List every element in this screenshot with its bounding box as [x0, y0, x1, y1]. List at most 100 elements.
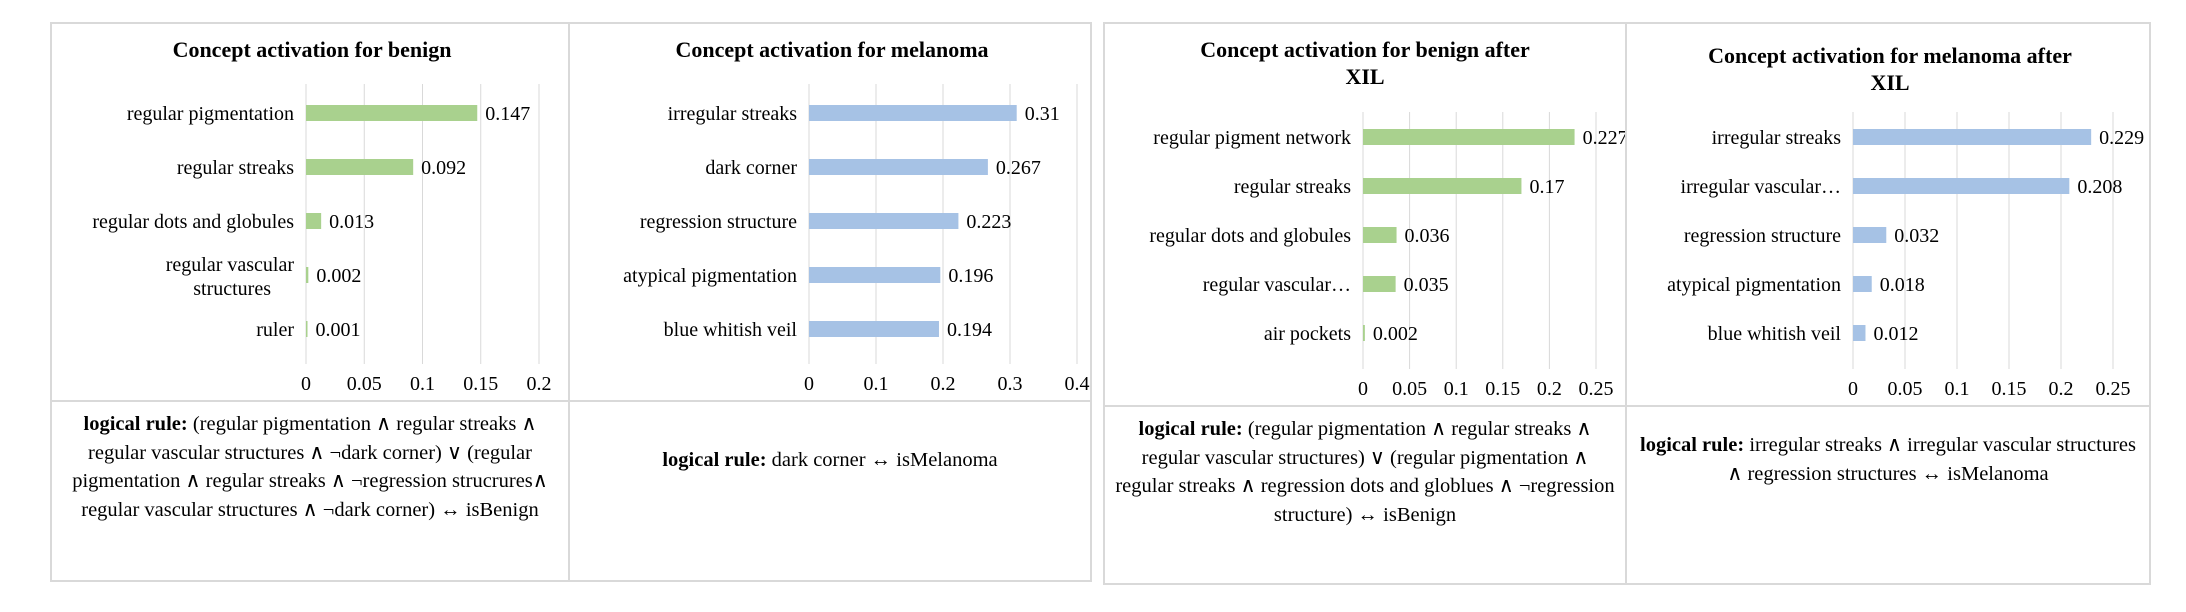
rule-expression: (regular pigmentation ∧ regular streaks …	[1115, 418, 1615, 526]
bar	[1853, 227, 1887, 243]
category-label: irregular vascular…	[1681, 176, 1841, 198]
chart-title-melanoma-after-xil: Concept activation for melanoma after XI…	[1708, 43, 2072, 95]
bar	[1363, 178, 1522, 194]
data-label: 0.002	[1373, 323, 1418, 345]
rule-expression: dark corner ↔ isMelanoma	[771, 449, 998, 471]
bar	[306, 321, 308, 337]
category-label: regular dots and globules	[1149, 225, 1351, 247]
data-label: 0.092	[421, 157, 466, 179]
x-tick-label: 0.15	[1485, 378, 1520, 400]
bar	[1853, 276, 1872, 292]
x-tick-label: 0.15	[1992, 378, 2027, 400]
x-tick-label: 0.1	[1945, 378, 1970, 400]
category-label: dark corner	[705, 157, 797, 179]
category-label: blue whitish veil	[1708, 323, 1842, 345]
data-label: 0.229	[2099, 127, 2144, 149]
bar	[1363, 325, 1365, 341]
bar	[1363, 276, 1396, 292]
x-tick-label: 0.15	[463, 373, 498, 395]
rule-label: logical rule:	[1138, 418, 1243, 440]
x-tick-label: 0.05	[1888, 378, 1923, 400]
data-label: 0.196	[948, 265, 993, 287]
bar	[1853, 129, 2092, 145]
bar-chart-benign: 0 0.05 0.1 0.15 0.2 regular pigmentation 0.147…	[92, 84, 552, 395]
x-tick-label: 0.05	[1392, 378, 1427, 400]
data-label: 0.032	[1894, 225, 1939, 247]
chart-title-benign: Concept activation for benign	[172, 37, 452, 62]
bar	[1853, 178, 2070, 194]
data-label: 0.227	[1583, 127, 1628, 149]
category-label: regular streaks	[1234, 176, 1351, 198]
x-tick-label: 0.1	[1444, 378, 1469, 400]
x-tick-label: 0.2	[931, 373, 956, 395]
bar-chart-melanoma-after-xil: 0 0.05 0.1 0.15 0.2 0.25 irregular streaks 0.22…	[1667, 112, 2144, 400]
x-tick-label: 0	[1358, 378, 1368, 400]
chart-panel-melanoma-after-xil: Concept activation for melanoma after XI…	[1625, 22, 2151, 407]
rule-panel-benign-after-xil: logical rule: (regular pigmentation ∧ re…	[1103, 405, 1627, 585]
bar	[306, 213, 322, 229]
category-label: regular streaks	[177, 157, 294, 179]
category-label: regular vascular structures	[166, 254, 295, 300]
rule-text-benign-after-xil: logical rule: (regular pigmentation ∧ re…	[1105, 415, 1625, 529]
data-label: 0.013	[329, 211, 374, 233]
bar	[809, 267, 941, 283]
bar	[809, 321, 939, 337]
bar	[809, 105, 1017, 121]
x-tick-label: 0.25	[2096, 378, 2131, 400]
rule-expression: irregular streaks ∧ irregular vascular s…	[1727, 434, 2136, 485]
data-label: 0.208	[2077, 176, 2122, 198]
data-label: 0.147	[485, 103, 530, 125]
category-label: regression structure	[1684, 225, 1841, 247]
chart-title-melanoma: Concept activation for melanoma	[675, 37, 989, 62]
chart-title-benign-after-xil: Concept activation for benign after XIL	[1200, 37, 1530, 89]
bar-chart-benign-after-xil: 0 0.05 0.1 0.15 0.2 0.25 regular pigment netwo…	[1149, 112, 1628, 400]
rule-label: logical rule:	[662, 449, 767, 471]
category-label: regular vascular…	[1203, 274, 1351, 296]
data-label: 0.17	[1529, 176, 1564, 198]
category-label: irregular streaks	[668, 103, 798, 125]
category-label: atypical pigmentation	[623, 265, 797, 287]
rule-text-melanoma: logical rule: dark corner ↔ isMelanoma	[570, 446, 1090, 475]
x-tick-label: 0.25	[1579, 378, 1614, 400]
x-tick-label: 0.2	[2049, 378, 2074, 400]
bar	[809, 159, 988, 175]
x-tick-label: 0	[1848, 378, 1858, 400]
x-tick-label: 0.1	[864, 373, 889, 395]
data-label: 0.001	[316, 319, 361, 341]
category-label: regular pigmentation	[127, 103, 294, 125]
rule-text-benign: logical rule: (regular pigmentation ∧ re…	[52, 410, 568, 524]
category-label: atypical pigmentation	[1667, 274, 1841, 296]
bar	[1853, 325, 1866, 341]
bar	[1363, 129, 1575, 145]
x-tick-label: 0	[804, 373, 814, 395]
bar	[306, 267, 309, 283]
x-tick-label: 0.3	[998, 373, 1023, 395]
chart-panel-benign-after-xil: Concept activation for benign after XIL …	[1103, 22, 1628, 407]
bar	[306, 159, 414, 175]
data-label: 0.267	[996, 157, 1041, 179]
x-tick-label: 0.4	[1065, 373, 1090, 395]
bar	[809, 213, 959, 229]
rule-expression: (regular pigmentation ∧ regular streaks …	[72, 413, 548, 521]
bar	[1363, 227, 1397, 243]
data-label: 0.036	[1405, 225, 1450, 247]
x-tick-label: 0	[301, 373, 311, 395]
category-label: air pockets	[1264, 323, 1351, 345]
category-label: regular pigment network	[1153, 127, 1351, 149]
rule-label: logical rule:	[83, 413, 188, 435]
rule-panel-benign: logical rule: (regular pigmentation ∧ re…	[50, 400, 570, 582]
data-label: 0.194	[947, 319, 992, 341]
category-label: ruler	[256, 319, 294, 341]
data-label: 0.035	[1404, 274, 1449, 296]
bar	[306, 105, 478, 121]
bar-chart-melanoma: 0 0.1 0.2 0.3 0.4 irregular streaks 0.31 dark c…	[623, 84, 1090, 395]
chart-panel-benign: Concept activation for benign 0 0.05 0.1 0.…	[50, 22, 570, 402]
data-label: 0.012	[1873, 323, 1918, 345]
data-label: 0.002	[316, 265, 361, 287]
data-label: 0.223	[966, 211, 1011, 233]
category-label: irregular streaks	[1712, 127, 1842, 149]
rule-panel-melanoma: logical rule: dark corner ↔ isMelanoma	[568, 400, 1092, 582]
chart-panel-melanoma: Concept activation for melanoma 0 0.1 0.2 0…	[568, 22, 1092, 402]
x-tick-label: 0.2	[1537, 378, 1562, 400]
rule-text-melanoma-after-xil: logical rule: irregular streaks ∧ irregu…	[1627, 431, 2149, 488]
